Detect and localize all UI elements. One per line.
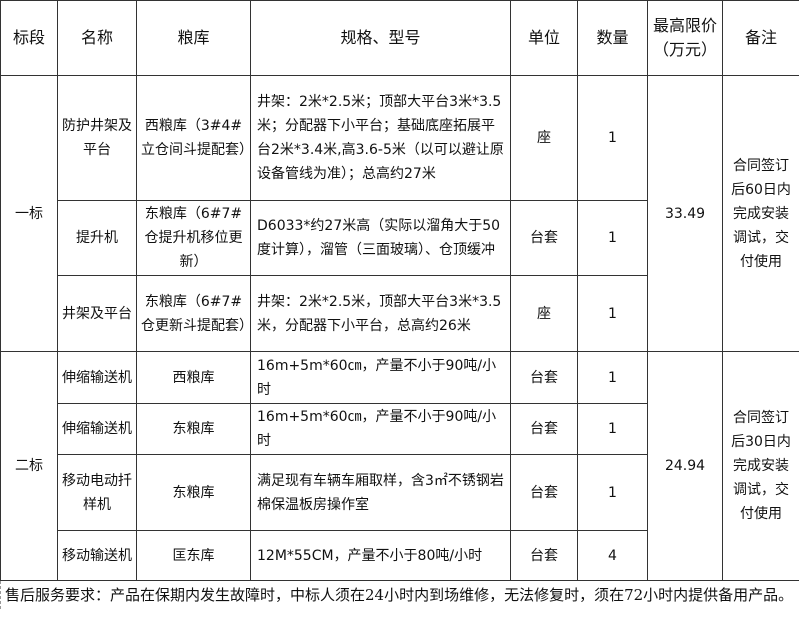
unit-cell: 台套 <box>510 530 578 581</box>
section-cell: 二标 <box>0 351 58 581</box>
spec-cell: D6033*约27米高（实际以溜角大于50度计算），溜管（三面玻璃）、仓顶缓冲 <box>250 200 511 276</box>
unit-cell: 座 <box>510 275 578 352</box>
price-cell: 24.94 <box>647 351 723 581</box>
spec-cell: 16m+5m*60㎝，产量不小于90吨/小时 <box>250 351 511 404</box>
procurement-table: 标段 名称 粮库 规格、型号 单位 数量 最高限价（万元） 备注 一标 防护井架及… <box>0 0 799 581</box>
depot-cell: 西粮库（3#4#立仓间斗提配套） <box>136 75 253 201</box>
name-cell: 伸缩输送机 <box>57 403 137 455</box>
depot-cell: 东粮库 <box>136 403 251 455</box>
qty-cell: 1 <box>577 275 648 352</box>
table-row: 移动电动扦样机 东粮库 满足现有车辆车厢取样，含3㎡不锈钢岩棉保温板房操作室 台套 1 <box>1 454 799 531</box>
name-cell: 移动输送机 <box>57 530 137 581</box>
qty-cell: 1 <box>577 200 648 276</box>
unit-cell: 座 <box>510 75 578 201</box>
depot-cell: 西粮库 <box>136 351 251 404</box>
depot-cell: 东粮库 <box>136 454 251 531</box>
unit-cell: 台套 <box>510 403 578 455</box>
qty-cell: 1 <box>577 351 648 404</box>
name-cell: 提升机 <box>57 200 137 276</box>
name-cell: 井架及平台 <box>57 275 137 352</box>
spec-cell: 井架：2米*2.5米；顶部大平台3米*3.5米；分配器下小平台；基础底座拓展平台… <box>250 75 511 201</box>
after-sales-requirement: 售后服务要求：产品在保期内发生故障时，中标人须在24小时内到场维修，无法修复时，… <box>0 581 799 609</box>
name-cell: 移动电动扦样机 <box>57 454 137 531</box>
section-cell: 一标 <box>0 75 58 352</box>
spec-cell: 满足现有车辆车厢取样，含3㎡不锈钢岩棉保温板房操作室 <box>250 454 511 531</box>
spec-cell: 16m+5m*60㎝，产量不小于90吨/小时 <box>250 403 511 455</box>
depot-cell: 东粮库（6#7#仓提升机移位更新） <box>136 200 251 276</box>
note-cell: 合同签订后60日内完成安装调试，交付使用 <box>722 75 799 352</box>
header-note: 备注 <box>722 0 799 76</box>
unit-cell: 台套 <box>510 200 578 276</box>
header-depot: 粮库 <box>136 0 251 76</box>
table-row: 一标 防护井架及平台 西粮库（3#4#立仓间斗提配套） 井架：2米*2.5米；顶部大平… <box>0 75 799 352</box>
table-row: 移动输送机 匡东库 12M*55CM，产量不小于80吨/小时 台套 4 <box>1 530 799 581</box>
table-row: 提升机 东粮库（6#7#仓提升机移位更新） D6033*约27米高（实际以溜角大于5… <box>1 200 799 276</box>
header-row: 标段 名称 粮库 规格、型号 单位 数量 最高限价（万元） 备注 <box>0 0 799 76</box>
qty-cell: 1 <box>577 403 648 455</box>
depot-cell: 东粮库（6#7#仓更新斗提配套） <box>136 275 253 352</box>
qty-cell: 4 <box>577 530 648 581</box>
header-name: 名称 <box>57 0 137 76</box>
header-spec: 规格、型号 <box>250 0 511 76</box>
name-cell: 防护井架及平台 <box>57 75 137 201</box>
header-price: 最高限价（万元） <box>647 0 723 76</box>
spec-cell: 井架：2米*2.5米，顶部大平台3米*3.5米，分配器下小平台，总高约26米 <box>250 275 511 352</box>
header-unit: 单位 <box>510 0 578 76</box>
note-cell: 合同签订后30日内完成安装调试，交付使用 <box>722 351 799 581</box>
header-section: 标段 <box>0 0 58 76</box>
table-row: 二标 伸缩输送机 西粮库 16m+5m*60㎝，产量不小于90吨/小时 台套 1 24.94… <box>0 351 799 581</box>
unit-cell: 台套 <box>510 351 578 404</box>
spec-cell: 12M*55CM，产量不小于80吨/小时 <box>250 530 511 581</box>
table-row: 井架及平台 东粮库（6#7#仓更新斗提配套） 井架：2米*2.5米，顶部大平台3米*… <box>1 275 799 352</box>
header-qty: 数量 <box>577 0 648 76</box>
unit-cell: 台套 <box>510 454 578 531</box>
table-row: 伸缩输送机 东粮库 16m+5m*60㎝，产量不小于90吨/小时 台套 1 <box>1 403 799 455</box>
qty-cell: 1 <box>577 75 648 201</box>
name-cell: 伸缩输送机 <box>57 351 137 404</box>
depot-cell: 匡东库 <box>136 530 251 581</box>
qty-cell: 1 <box>577 454 648 531</box>
price-cell: 33.49 <box>647 75 723 352</box>
